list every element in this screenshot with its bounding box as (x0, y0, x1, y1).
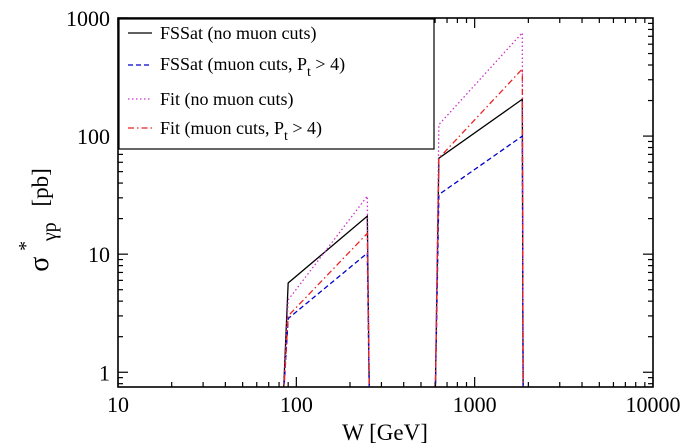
series-layer (283, 31, 524, 387)
series-line (434, 98, 524, 387)
y-axis-superscript: * (15, 241, 37, 251)
legend-entry: Fit (muon cuts, Pt > 4) (128, 118, 322, 144)
svg-text:FSSat (no muon cuts): FSSat (no muon cuts) (160, 23, 317, 44)
y-tick-label: 1 (99, 360, 110, 385)
legend-entry: FSSat (no muon cuts) (128, 23, 317, 44)
y-axis-subscript: γp (39, 222, 61, 242)
svg-text:σ * γp [pb]: σ * γp [pb] (12, 168, 61, 272)
x-axis-title: W [GeV] (342, 420, 428, 443)
legend-label-suffix: > 4) (311, 54, 345, 75)
x-tick-label: 10000 (626, 392, 681, 417)
series-line (283, 231, 370, 387)
legend-label: FSSat (no muon cuts) (160, 23, 317, 44)
x-tick-label: 100 (280, 392, 313, 417)
series-line (434, 67, 524, 387)
legend-label: Fit (no muon cuts) (160, 89, 294, 110)
series-line (434, 31, 524, 387)
legend-entry: FSSat (muon cuts, Pt > 4) (128, 54, 345, 80)
x-tick-label: 1000 (453, 392, 497, 417)
y-axis-symbol: σ (24, 257, 55, 272)
plot-frame (117, 17, 654, 388)
series-line (283, 194, 370, 387)
y-axis-unit: [pb] (28, 168, 53, 206)
x-tick-label: 10 (107, 392, 129, 417)
legend-label-suffix: > 4) (288, 118, 322, 139)
y-tick-label: 100 (77, 124, 110, 149)
svg-text:Fit (no muon cuts): Fit (no muon cuts) (160, 89, 294, 110)
legend-box (118, 18, 435, 150)
legend: FSSat (no muon cuts) FSSat (muon cuts, P… (118, 18, 435, 150)
legend-subscript: t (284, 129, 288, 144)
legend-entry: Fit (no muon cuts) (128, 89, 294, 110)
legend-label: Fit (muon cuts, P (160, 118, 284, 139)
y-axis-title: σ * γp [pb] (12, 168, 61, 272)
tick-layer: 10 100 1000 10000 1 10 100 1000 (66, 6, 681, 417)
series-line (434, 134, 524, 387)
legend-subscript: t (307, 65, 311, 80)
y-tick-label: 10 (88, 242, 110, 267)
y-tick-label: 1000 (66, 6, 110, 31)
legend-label: FSSat (muon cuts, P (160, 54, 307, 75)
svg-text:FSSat (muon cuts, Pt > 4): FSSat (muon cuts, Pt > 4) (160, 54, 345, 80)
svg-text:Fit (muon cuts, Pt > 4): Fit (muon cuts, Pt > 4) (160, 118, 322, 144)
